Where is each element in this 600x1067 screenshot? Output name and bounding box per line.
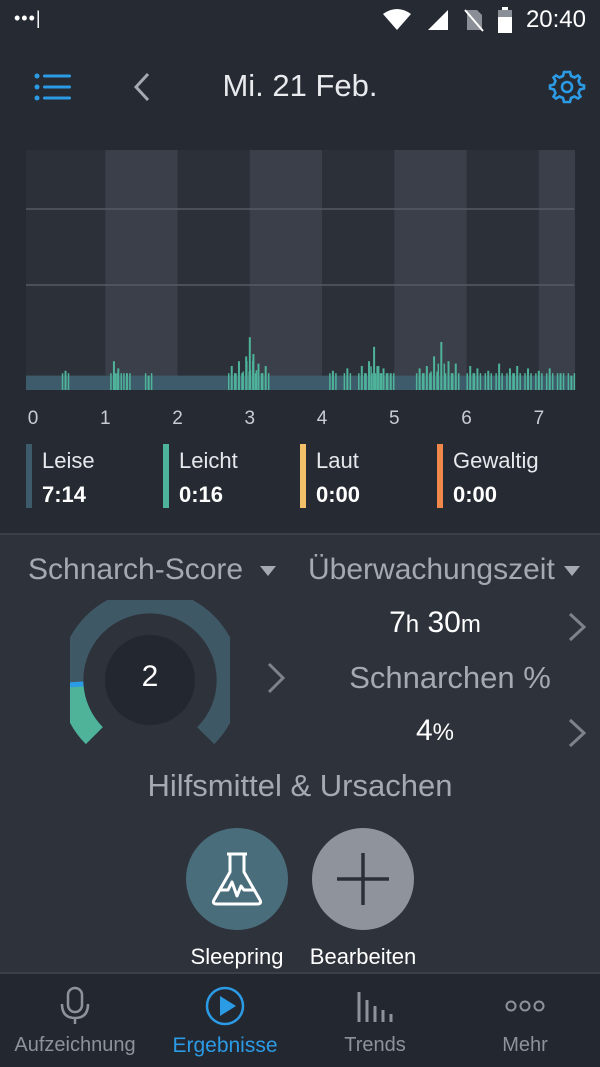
x-tick-3: 3 — [245, 408, 256, 429]
nav-label: Trends — [344, 1034, 406, 1056]
x-tick-6: 6 — [461, 408, 472, 429]
legend-swatch — [437, 444, 443, 508]
gauge-center — [105, 635, 195, 725]
legend-swatch — [26, 444, 32, 508]
wifi-icon — [382, 9, 411, 30]
chevron-left-icon[interactable] — [128, 70, 156, 104]
clock: 20:40 — [525, 6, 586, 33]
legend-value: 0:00 — [316, 482, 361, 507]
no-sim-icon — [464, 9, 484, 32]
hour-band-2 — [394, 150, 467, 390]
legend-item-gewaltig: Gewaltig 0:00 — [437, 444, 539, 508]
snoring-number: 4 — [415, 714, 433, 747]
microphone-icon — [60, 986, 90, 1024]
monitoring-value: 7h 30m — [330, 606, 540, 640]
monitoring-title[interactable]: Überwachungszeit — [308, 553, 555, 586]
nav-mehr[interactable]: Mehr — [450, 974, 600, 1067]
more-dots-icon — [505, 1000, 545, 1012]
snoring-title: Schnarchen % — [349, 660, 551, 695]
legend-value: 7:14 — [42, 482, 87, 507]
nav-label: Mehr — [502, 1034, 548, 1056]
monitoring-minutes: 30 — [427, 606, 461, 639]
sleepring-button[interactable] — [186, 828, 288, 930]
minutes-unit: m — [460, 611, 481, 638]
nav-trends[interactable]: Trends — [300, 974, 450, 1067]
cell-signal-icon — [427, 10, 448, 30]
bars-icon — [357, 992, 393, 1022]
signal-dots: •••| — [14, 8, 42, 28]
legend: Leise 7:14 Leicht 0:16 Laut 0:00 Gewalti… — [0, 440, 600, 512]
hour-band-0 — [105, 150, 178, 390]
hours-unit: h — [405, 611, 420, 638]
x-tick-7: 7 — [534, 408, 545, 429]
nav-ergebnisse[interactable]: Ergebnisse — [150, 974, 300, 1067]
x-tick-0: 0 — [28, 408, 39, 429]
legend-value: 0:00 — [453, 482, 498, 507]
legend-item-laut: Laut 0:00 — [300, 444, 360, 508]
legend-label: Leicht — [179, 448, 238, 473]
legend-item-leise: Leise 7:14 — [26, 444, 95, 508]
hour-bands — [26, 150, 575, 390]
snoring-value: 4% — [330, 714, 540, 748]
page-title: Mi. 21 Feb. — [222, 68, 378, 103]
plus-icon — [337, 853, 389, 905]
divider — [0, 533, 600, 535]
gauge-marker — [70, 681, 84, 688]
hour-band-1 — [249, 150, 323, 390]
snore-chart: 0 1 2 3 4 5 6 7 — [26, 150, 576, 429]
score-value: 2 — [141, 660, 159, 693]
battery-icon — [497, 7, 512, 33]
x-tick-1: 1 — [100, 408, 111, 429]
x-tick-4: 4 — [317, 408, 328, 429]
legend-label: Leise — [42, 448, 95, 473]
x-axis-ticks: 0 1 2 3 4 5 6 7 — [28, 408, 544, 429]
x-tick-2: 2 — [172, 408, 183, 429]
legend-value: 0:16 — [179, 482, 224, 507]
snore-bursts — [61, 337, 576, 390]
chevron-right-icon[interactable] — [566, 610, 588, 644]
legend-item-leicht: Leicht 0:16 — [163, 444, 238, 508]
chevron-right-icon[interactable] — [566, 716, 588, 750]
edit-label[interactable]: Bearbeiten — [309, 944, 417, 969]
header: Mi. 21 Feb. — [0, 50, 600, 124]
hour-band-3 — [538, 150, 575, 390]
gear-icon[interactable] — [548, 68, 586, 106]
add-remedy-button[interactable] — [312, 828, 414, 930]
sleepring-label[interactable]: Sleepring — [190, 944, 284, 969]
gauge-fill — [70, 683, 104, 745]
caret-down-icon[interactable] — [564, 566, 580, 576]
monitoring-hours: 7 — [389, 606, 406, 639]
bottom-nav: Aufzeichnung Ergebnisse Trends — [0, 972, 600, 1067]
chevron-right-icon[interactable] — [264, 660, 288, 696]
percent-unit: % — [432, 719, 455, 746]
legend-swatch — [163, 444, 169, 508]
score-title[interactable]: Schnarch-Score — [28, 553, 244, 586]
legend-label: Gewaltig — [453, 448, 539, 473]
x-tick-5: 5 — [389, 408, 400, 429]
score-gauge[interactable] — [70, 600, 230, 760]
list-menu-icon[interactable] — [34, 72, 72, 102]
caret-down-icon[interactable] — [260, 566, 276, 576]
legend-swatch — [300, 444, 306, 508]
nav-aufzeichnung[interactable]: Aufzeichnung — [0, 974, 150, 1067]
nav-label: Ergebnisse — [172, 1034, 278, 1057]
status-bar: •••| 20:40 — [0, 0, 600, 44]
remedies-title: Hilfsmittel & Ursachen — [147, 768, 453, 803]
flask-icon — [211, 852, 263, 906]
nav-label: Aufzeichnung — [14, 1034, 136, 1056]
play-icon — [205, 986, 245, 1026]
legend-label: Laut — [316, 448, 359, 473]
